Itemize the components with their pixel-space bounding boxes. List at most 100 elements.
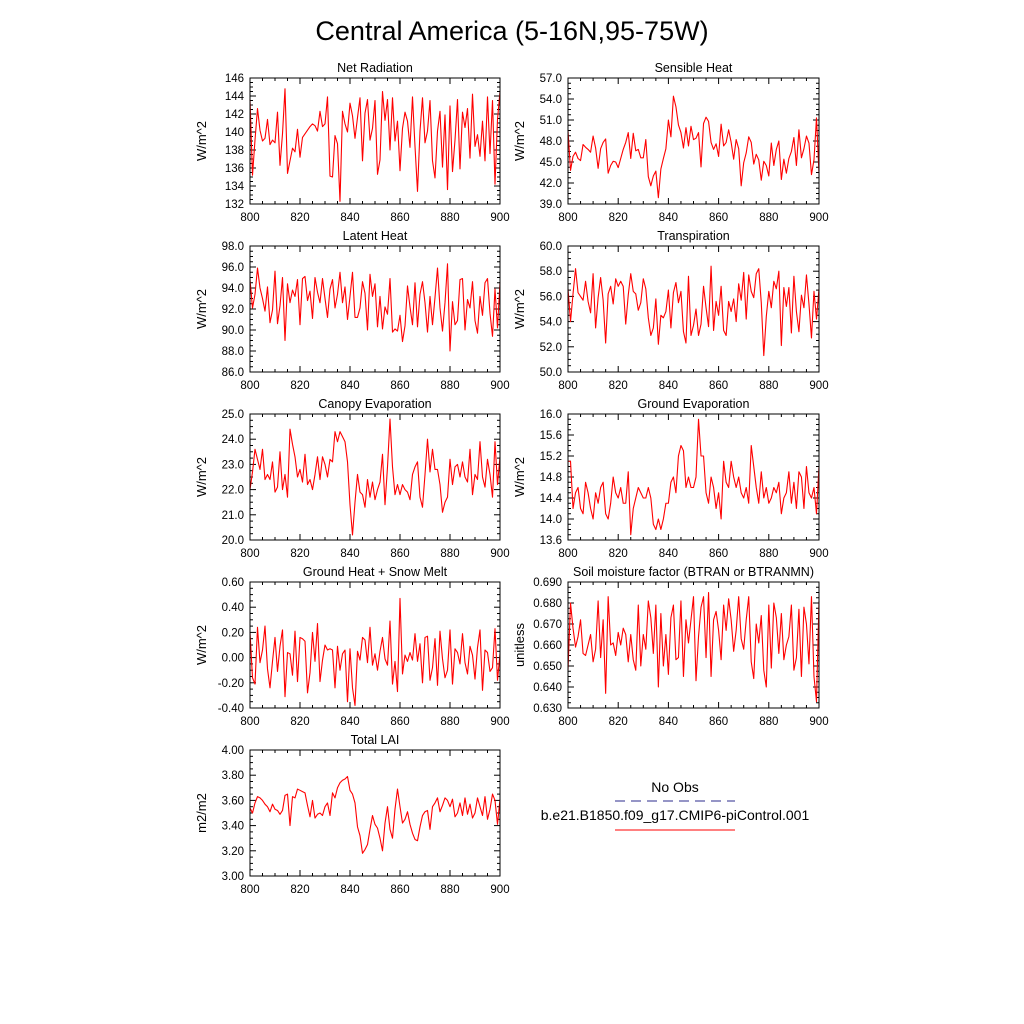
- y-tick-label: 39.0: [540, 199, 562, 211]
- legend: No Obs b.e21.B1850.f09_g17.CMIP6-piContr…: [541, 779, 810, 831]
- series-line: [249, 597, 501, 707]
- y-axis-label: unitless: [512, 622, 527, 667]
- x-tick-label: 860: [390, 212, 409, 224]
- x-tick-label: 800: [240, 884, 259, 896]
- x-tick-label: 800: [558, 212, 577, 224]
- legend-obs-label: No Obs: [651, 779, 698, 795]
- x-tick-label: 820: [290, 716, 309, 728]
- x-tick-label: 800: [558, 548, 577, 560]
- y-tick-label: 3.20: [222, 846, 244, 858]
- panel-1: Net Radiation W/m^2 800 820 840 860 880 900 132 1…: [194, 61, 510, 224]
- x-tick-label: 800: [240, 716, 259, 728]
- y-tick-label: 56.0: [540, 291, 562, 303]
- y-tick-label: 0.40: [222, 602, 244, 614]
- x-tick-label: 900: [809, 212, 828, 224]
- x-tick-label: 900: [490, 380, 509, 392]
- x-tick-label: 800: [240, 548, 259, 560]
- y-tick-label: 15.2: [540, 451, 562, 463]
- panel-title: Canopy Evaporation: [318, 397, 431, 411]
- y-tick-label: 3.80: [222, 770, 244, 782]
- y-tick-label: 14.8: [540, 472, 562, 484]
- x-tick-label: 820: [609, 212, 628, 224]
- y-tick-label: 96.0: [222, 262, 244, 274]
- panels: Net Radiation W/m^2 800 820 840 860 880 900 132 1…: [194, 61, 829, 896]
- figure-title: Central America (5-16N,95-75W): [315, 16, 708, 46]
- series-line: [249, 88, 501, 202]
- x-tick-label: 900: [490, 884, 509, 896]
- y-tick-label: 140: [225, 127, 244, 139]
- y-axis-label: W/m^2: [194, 121, 209, 161]
- panel-title: Transpiration: [657, 229, 730, 243]
- panel-7: Ground Heat + Snow Melt W/m^2 800 820 840 860…: [194, 565, 510, 728]
- x-tick-label: 880: [440, 884, 459, 896]
- x-tick-label: 800: [558, 380, 577, 392]
- y-tick-label: -0.40: [218, 703, 244, 715]
- y-tick-label: 136: [225, 163, 244, 175]
- x-tick-label: 900: [490, 716, 509, 728]
- series-line: [567, 265, 820, 357]
- y-axis-label: W/m^2: [512, 121, 527, 161]
- panel-title: Soil moisture factor (BTRAN or BTRANMN): [573, 565, 814, 579]
- panel-8: Soil moisture factor (BTRAN or BTRANMN) u…: [512, 565, 829, 728]
- x-tick-label: 860: [390, 380, 409, 392]
- x-tick-label: 820: [290, 884, 309, 896]
- panel-9: Total LAI m2/m2 800 820 840 860 880 900 3.00 3.20…: [194, 733, 510, 896]
- x-tick-label: 860: [709, 716, 728, 728]
- y-tick-label: 0.680: [533, 598, 562, 610]
- plot-frame: [249, 245, 501, 373]
- x-tick-label: 860: [390, 884, 409, 896]
- panel-6: Ground Evaporation W/m^2 800 820 840 860 880 90…: [512, 397, 829, 560]
- y-tick-label: 0.670: [533, 619, 562, 631]
- y-tick-label: 23.0: [222, 459, 244, 471]
- x-tick-label: 900: [809, 716, 828, 728]
- y-tick-label: 3.00: [222, 871, 244, 883]
- y-tick-label: 51.0: [540, 115, 562, 127]
- y-tick-label: 45.0: [540, 157, 562, 169]
- y-tick-label: 0.690: [533, 577, 562, 589]
- x-tick-label: 900: [809, 548, 828, 560]
- y-tick-label: 42.0: [540, 178, 562, 190]
- y-axis-label: W/m^2: [512, 289, 527, 329]
- plot-frame: [567, 77, 820, 205]
- y-axis-label: W/m^2: [194, 289, 209, 329]
- x-tick-label: 860: [390, 716, 409, 728]
- y-tick-label: 94.0: [222, 283, 244, 295]
- x-tick-label: 840: [659, 716, 678, 728]
- y-tick-label: 98.0: [222, 241, 244, 253]
- x-tick-label: 880: [759, 716, 778, 728]
- y-tick-label: 132: [225, 199, 244, 211]
- x-tick-label: 880: [440, 380, 459, 392]
- plot-frame: [249, 413, 501, 541]
- y-tick-label: 0.640: [533, 682, 562, 694]
- panel-title: Net Radiation: [337, 61, 413, 75]
- x-tick-label: 820: [290, 548, 309, 560]
- x-tick-label: 900: [809, 380, 828, 392]
- y-tick-label: 14.4: [540, 493, 563, 505]
- x-tick-label: 900: [490, 212, 509, 224]
- x-tick-label: 820: [609, 380, 628, 392]
- x-tick-label: 880: [759, 548, 778, 560]
- y-tick-label: 146: [225, 73, 244, 85]
- x-tick-label: 820: [609, 548, 628, 560]
- y-tick-label: 0.60: [222, 577, 244, 589]
- plot-frame: [249, 581, 501, 709]
- y-tick-label: 14.0: [540, 514, 562, 526]
- x-tick-label: 860: [390, 548, 409, 560]
- y-tick-label: 86.0: [222, 367, 244, 379]
- x-tick-label: 800: [558, 716, 577, 728]
- x-tick-label: 880: [440, 716, 459, 728]
- panel-5: Canopy Evaporation W/m^2 800 820 840 860 880 90…: [194, 397, 510, 560]
- y-tick-label: 54.0: [540, 94, 562, 106]
- y-tick-label: 13.6: [540, 535, 562, 547]
- panel-title: Ground Heat + Snow Melt: [303, 565, 448, 579]
- y-tick-label: 0.650: [533, 661, 562, 673]
- plot-frame: [249, 77, 501, 205]
- y-tick-label: 3.60: [222, 795, 244, 807]
- x-tick-label: 840: [659, 548, 678, 560]
- x-tick-label: 800: [240, 380, 259, 392]
- x-tick-label: 820: [609, 716, 628, 728]
- x-tick-label: 880: [440, 548, 459, 560]
- legend-model-label: b.e21.B1850.f09_g17.CMIP6-piControl.001: [541, 807, 810, 823]
- y-tick-label: 88.0: [222, 346, 244, 358]
